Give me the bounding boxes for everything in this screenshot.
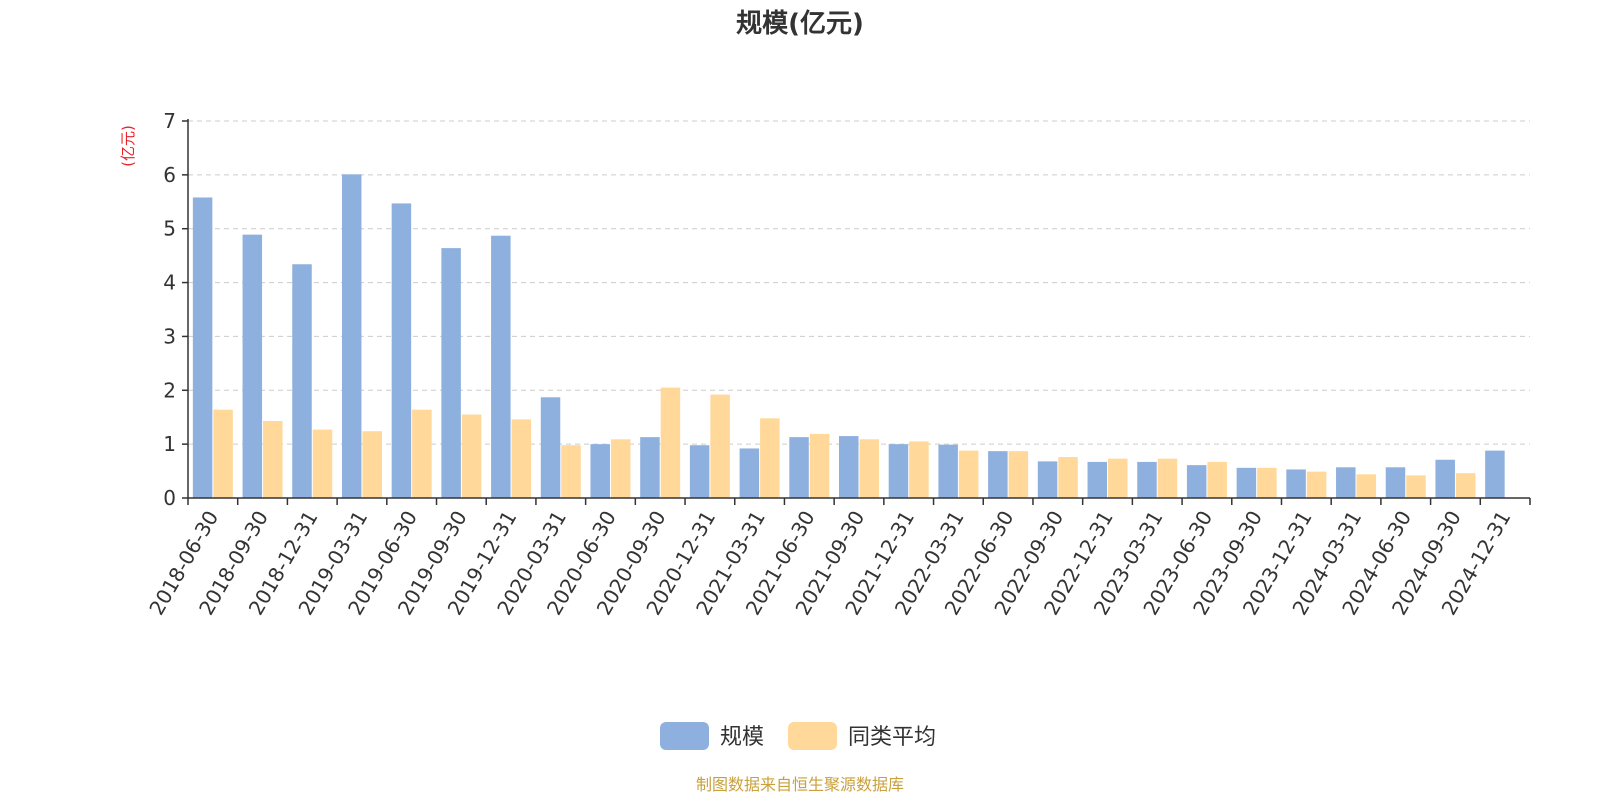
bar-peer-average	[1058, 457, 1078, 498]
bar-scale	[1087, 461, 1108, 498]
y-tick-label: 4	[163, 271, 176, 295]
bar-peer-average	[1306, 471, 1327, 498]
bar-scale	[292, 264, 312, 498]
bar-scale	[441, 248, 461, 498]
bar-scale	[640, 437, 660, 498]
bar-scale	[1485, 450, 1505, 498]
bar-scale	[491, 235, 511, 499]
bar-scale	[1236, 467, 1257, 498]
bar-scale	[1385, 467, 1406, 498]
bar-scale	[739, 448, 760, 498]
bar-scale	[839, 436, 859, 498]
bar-scale	[391, 203, 412, 498]
bar-peer-average	[1257, 467, 1277, 498]
y-tick-label: 0	[163, 486, 176, 510]
bar-scale	[988, 451, 1008, 498]
bar-scale	[888, 444, 909, 498]
bar-peer-average	[1207, 461, 1227, 498]
bar-peer-average	[760, 418, 780, 498]
bar-peer-average	[263, 420, 283, 498]
bar-peer-average	[312, 429, 333, 498]
bar-peer-average	[859, 439, 879, 498]
bar-peer-average	[909, 441, 929, 498]
bar-scale	[242, 234, 263, 499]
data-source-note: 制图数据来自恒生聚源数据库	[696, 775, 904, 794]
bar-scale	[789, 437, 809, 498]
x-axis-ticks: 2018-06-302018-09-302018-12-312019-03-31…	[144, 498, 1531, 619]
bar-scale	[590, 444, 610, 498]
y-axis-ticks: 0 1 2 3 4 5 6 7	[163, 109, 188, 510]
bar-scale	[540, 397, 561, 498]
bar-peer-average	[1455, 473, 1476, 498]
y-tick-label: 1	[163, 432, 176, 456]
bar-peer-average	[660, 387, 681, 498]
bar-peer-average	[1008, 451, 1029, 498]
bar-scale	[192, 197, 213, 498]
bar-scale	[1286, 469, 1306, 498]
bar-peer-average	[1108, 458, 1128, 498]
legend-label: 规模	[720, 725, 764, 750]
y-tick-label: 6	[163, 163, 176, 187]
bar-peer-average	[362, 431, 382, 498]
bar-peer-average	[809, 433, 830, 498]
bar-scale	[938, 444, 958, 498]
axes	[187, 119, 1530, 499]
legend: 规模 同类平均	[660, 722, 936, 750]
bar-peer-average	[1356, 474, 1377, 498]
chart-title: 规模(亿元)	[736, 9, 864, 39]
bar-peer-average	[1406, 475, 1426, 498]
bar-scale	[341, 174, 362, 498]
bar-peer-average	[412, 409, 432, 498]
legend-swatch	[788, 722, 837, 750]
bar-peer-average	[1157, 458, 1178, 498]
bar-peer-average	[511, 419, 532, 498]
bar-peer-average	[461, 414, 482, 498]
gridlines	[188, 120, 1530, 445]
bar-peer-average	[561, 445, 581, 498]
bar-scale	[1137, 461, 1157, 498]
bar-scale	[1435, 459, 1455, 498]
y-tick-label: 5	[163, 217, 176, 241]
bar-peer-average	[958, 450, 979, 498]
bar-scale	[1336, 467, 1356, 498]
bar-scale	[689, 445, 710, 498]
y-tick-label: 3	[163, 324, 176, 348]
bar-peer-average	[710, 394, 730, 498]
bar-peer-average	[213, 409, 233, 498]
bar-scale	[1037, 461, 1058, 498]
bar-peer-average	[610, 439, 631, 498]
legend-label: 同类平均	[848, 725, 936, 750]
y-axis-unit-label: (亿元)	[119, 125, 137, 167]
bars	[192, 174, 1505, 499]
legend-swatch	[660, 722, 709, 750]
y-tick-label: 2	[163, 378, 176, 402]
bar-scale	[1186, 465, 1207, 498]
y-tick-label: 7	[163, 109, 176, 133]
